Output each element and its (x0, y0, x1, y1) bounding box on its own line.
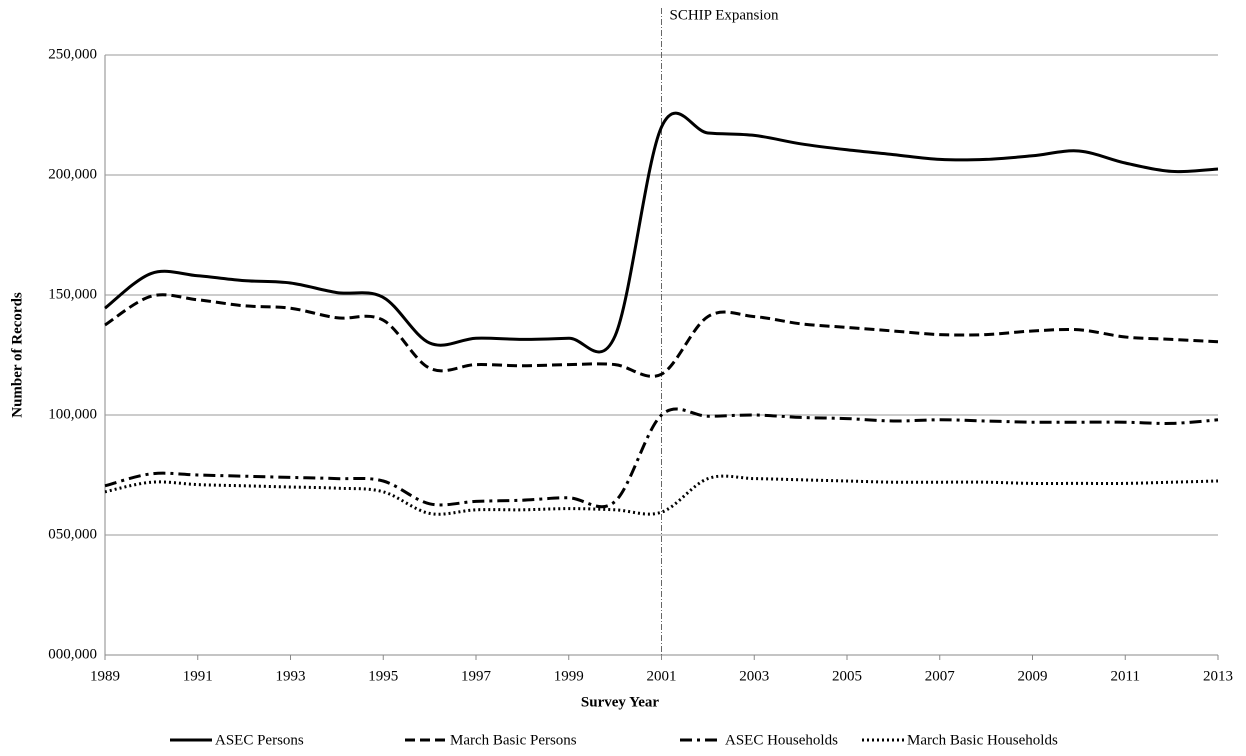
x-tick-label: 1989 (90, 668, 120, 684)
y-tick-label: 150,000 (48, 286, 97, 302)
x-tick-label: 2011 (1111, 668, 1140, 684)
y-tick-label: 100,000 (48, 406, 97, 422)
x-tick-label: 2003 (739, 668, 769, 684)
x-tick-label: 2001 (647, 668, 677, 684)
y-axis-label: Number of Records (9, 292, 25, 418)
y-tick-label: 250,000 (48, 46, 97, 62)
series-line (104, 293, 1219, 378)
x-tick-label: 2007 (925, 668, 956, 684)
y-tick-label: 200,000 (48, 166, 97, 182)
x-tick-label: 1999 (554, 668, 584, 684)
x-tick-label: 1997 (461, 668, 492, 684)
x-axis-label: Survey Year (581, 694, 660, 710)
x-tick-label: 2009 (1018, 668, 1048, 684)
x-tick-label: 1993 (276, 668, 306, 684)
legend-label: March Basic Households (907, 732, 1058, 748)
series-line (104, 474, 1219, 516)
y-tick-label: 050,000 (48, 526, 97, 542)
x-tick-label: 1991 (183, 668, 213, 684)
x-tick-label: 2013 (1203, 668, 1233, 684)
y-tick-label: 000,000 (48, 646, 97, 662)
x-tick-label: 2005 (832, 668, 862, 684)
legend-label: ASEC Persons (215, 732, 304, 748)
x-tick-label: 1995 (368, 668, 398, 684)
annotation-text: SCHIP Expansion (670, 7, 780, 23)
series-line (104, 407, 1219, 509)
legend-label: March Basic Persons (450, 732, 577, 748)
legend-label: ASEC Households (725, 732, 838, 748)
series-line (104, 111, 1219, 354)
